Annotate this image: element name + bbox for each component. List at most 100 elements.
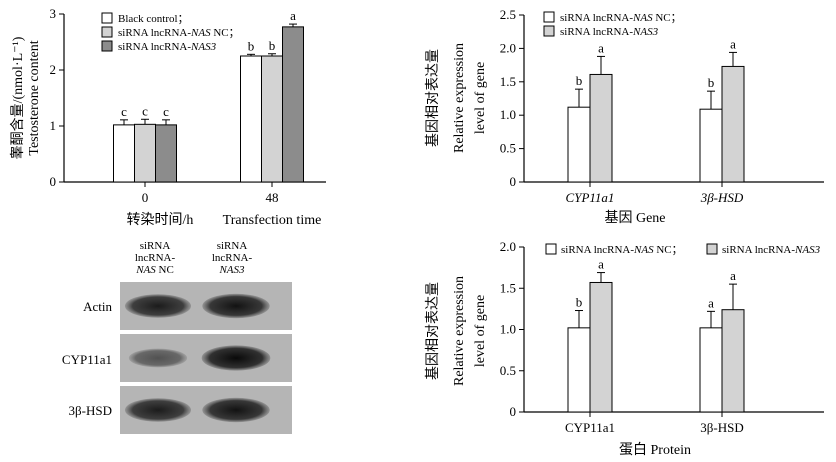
x-tick-label: 3β-HSD bbox=[700, 420, 743, 435]
blot-column-label-nas3: siRNA lncRNA- NAS3 bbox=[207, 240, 257, 276]
blot-col1-line2: lncRNA- bbox=[134, 252, 176, 264]
y-tick-label: 1.5 bbox=[500, 74, 516, 89]
legend-swatch bbox=[101, 40, 113, 52]
legend-swatch bbox=[543, 11, 555, 23]
bar bbox=[699, 327, 723, 413]
significance-letter: c bbox=[163, 104, 169, 119]
gene-expression-chart: 0 0.5 1.0 1.5 2.0 2.5 CYP11a1 b a 3β-HSD b a 基因相对表达量… bbox=[424, 7, 824, 226]
y-axis-label-en-1: Relative expression bbox=[452, 43, 467, 153]
significance-letter: a bbox=[730, 36, 736, 51]
bar bbox=[589, 73, 613, 183]
y-tick-label: 3 bbox=[50, 6, 57, 21]
x-tick-label: 0 bbox=[142, 190, 149, 205]
protein-expression-chart: 0 0.5 1.0 1.5 2.0 CYP11a1 b a 3β-HSD a a 基因相对表达量 Rel… bbox=[424, 239, 824, 458]
blot-col2-line3: NAS3 bbox=[207, 264, 257, 276]
blot-col1-nas: NAS bbox=[136, 264, 156, 276]
bar bbox=[261, 55, 283, 183]
y-tick-label: 2 bbox=[50, 62, 57, 77]
legend-swatch bbox=[543, 25, 555, 37]
significance-letter: a bbox=[598, 40, 604, 55]
y-tick-label: 1.5 bbox=[500, 280, 516, 295]
significance-letter: a bbox=[598, 257, 604, 272]
legend-label: siRNA lncRNA-NAS NC； bbox=[561, 244, 683, 256]
bar bbox=[699, 108, 723, 183]
y-tick-label: 1.0 bbox=[500, 322, 516, 337]
bar bbox=[113, 124, 135, 183]
blot-image bbox=[120, 282, 292, 434]
bar bbox=[567, 327, 591, 413]
significance-letter: b bbox=[576, 295, 583, 310]
significance-letter: a bbox=[730, 268, 736, 283]
blot-row-label-3bhsd: 3β-HSD bbox=[68, 403, 112, 418]
y-axis-label-cn: 睾酮含量/(nmol·L⁻¹) bbox=[10, 36, 26, 159]
significance-letter: b bbox=[248, 38, 255, 53]
significance-letter: c bbox=[121, 104, 127, 119]
protein-band bbox=[124, 398, 192, 422]
significance-letter: a bbox=[708, 295, 714, 310]
x-tick-label: CYP11a1 bbox=[565, 420, 615, 435]
significance-letter: b bbox=[269, 38, 276, 53]
x-axis-label-en: Transfection time bbox=[223, 213, 322, 228]
y-tick-label: 2.0 bbox=[500, 40, 516, 55]
legend-label: siRNA lncRNA-NAS3 bbox=[560, 26, 659, 38]
legend-label: Black control； bbox=[118, 13, 189, 25]
blot-row-label-cyp11a1: CYP11a1 bbox=[61, 352, 112, 367]
y-axis-label-en-2: level of gene bbox=[473, 62, 488, 134]
legend-label: siRNA lncRNA-NAS NC； bbox=[560, 12, 682, 24]
legend-swatch bbox=[706, 243, 718, 255]
bar bbox=[134, 123, 156, 183]
blot-col1-line1: siRNA bbox=[139, 240, 171, 252]
legend-swatch bbox=[101, 26, 113, 38]
significance-letter: b bbox=[576, 73, 583, 88]
y-axis-label-en-2: level of gene bbox=[473, 295, 488, 367]
significance-letter: c bbox=[142, 103, 148, 118]
blot-col2-line2: lncRNA- bbox=[211, 252, 253, 264]
protein-band bbox=[201, 345, 271, 371]
legend-label: siRNA lncRNA-NAS NC； bbox=[118, 27, 240, 39]
y-tick-label: 1.0 bbox=[500, 107, 516, 122]
protein-band bbox=[202, 397, 270, 423]
bar bbox=[282, 26, 304, 183]
y-axis-label-cn: 基因相对表达量 bbox=[424, 49, 441, 147]
bar bbox=[589, 281, 613, 413]
x-axis-label: 蛋白 Protein bbox=[619, 442, 691, 458]
significance-letter: a bbox=[290, 8, 296, 23]
blot-row-label-actin: Actin bbox=[83, 299, 112, 314]
legend-label: siRNA lncRNA-NAS3 bbox=[118, 41, 217, 53]
y-tick-label: 0.5 bbox=[500, 363, 516, 378]
y-tick-label: 1 bbox=[50, 118, 57, 133]
bar bbox=[721, 309, 745, 413]
y-axis-label-en-1: Relative expression bbox=[452, 276, 467, 386]
y-tick-label: 2.5 bbox=[500, 7, 516, 22]
y-tick-label: 0 bbox=[510, 404, 517, 419]
x-axis-label: 基因 Gene bbox=[604, 209, 665, 226]
legend-label: siRNA lncRNA-NAS3 bbox=[722, 244, 821, 256]
protein-band bbox=[124, 294, 192, 318]
legend-swatch bbox=[545, 243, 557, 255]
x-tick-label: 3β-HSD bbox=[700, 190, 744, 205]
y-axis-label-en: Testosterone content bbox=[27, 40, 42, 155]
significance-letter: b bbox=[708, 75, 715, 90]
x-axis-label-cn: 转染时间/h bbox=[127, 212, 194, 228]
y-tick-label: 0.5 bbox=[500, 141, 516, 156]
y-tick-label: 2.0 bbox=[500, 239, 516, 254]
x-tick-label: 48 bbox=[266, 190, 279, 205]
protein-band bbox=[202, 293, 270, 319]
western-blot-panel: siRNA lncRNA- NAS NC siRNA lncRNA- NAS3 … bbox=[0, 236, 330, 462]
blot-col1-nc: NC bbox=[155, 264, 174, 276]
blot-col2-line1: siRNA bbox=[216, 240, 248, 252]
legend-swatch bbox=[101, 12, 113, 24]
bar bbox=[721, 65, 745, 183]
bar bbox=[567, 106, 591, 183]
x-tick-label: CYP11a1 bbox=[566, 190, 615, 205]
y-tick-label: 0 bbox=[510, 174, 517, 189]
blot-col2-nas3: NAS3 bbox=[219, 264, 245, 276]
y-axis-label-cn: 基因相对表达量 bbox=[424, 282, 441, 380]
protein-band bbox=[128, 348, 188, 368]
blot-column-label-nc: siRNA lncRNA- NAS NC bbox=[130, 240, 180, 276]
bar bbox=[155, 124, 177, 183]
y-tick-label: 0 bbox=[50, 174, 57, 189]
blot-col1-line3: NAS NC bbox=[130, 264, 180, 276]
bar bbox=[240, 55, 262, 183]
